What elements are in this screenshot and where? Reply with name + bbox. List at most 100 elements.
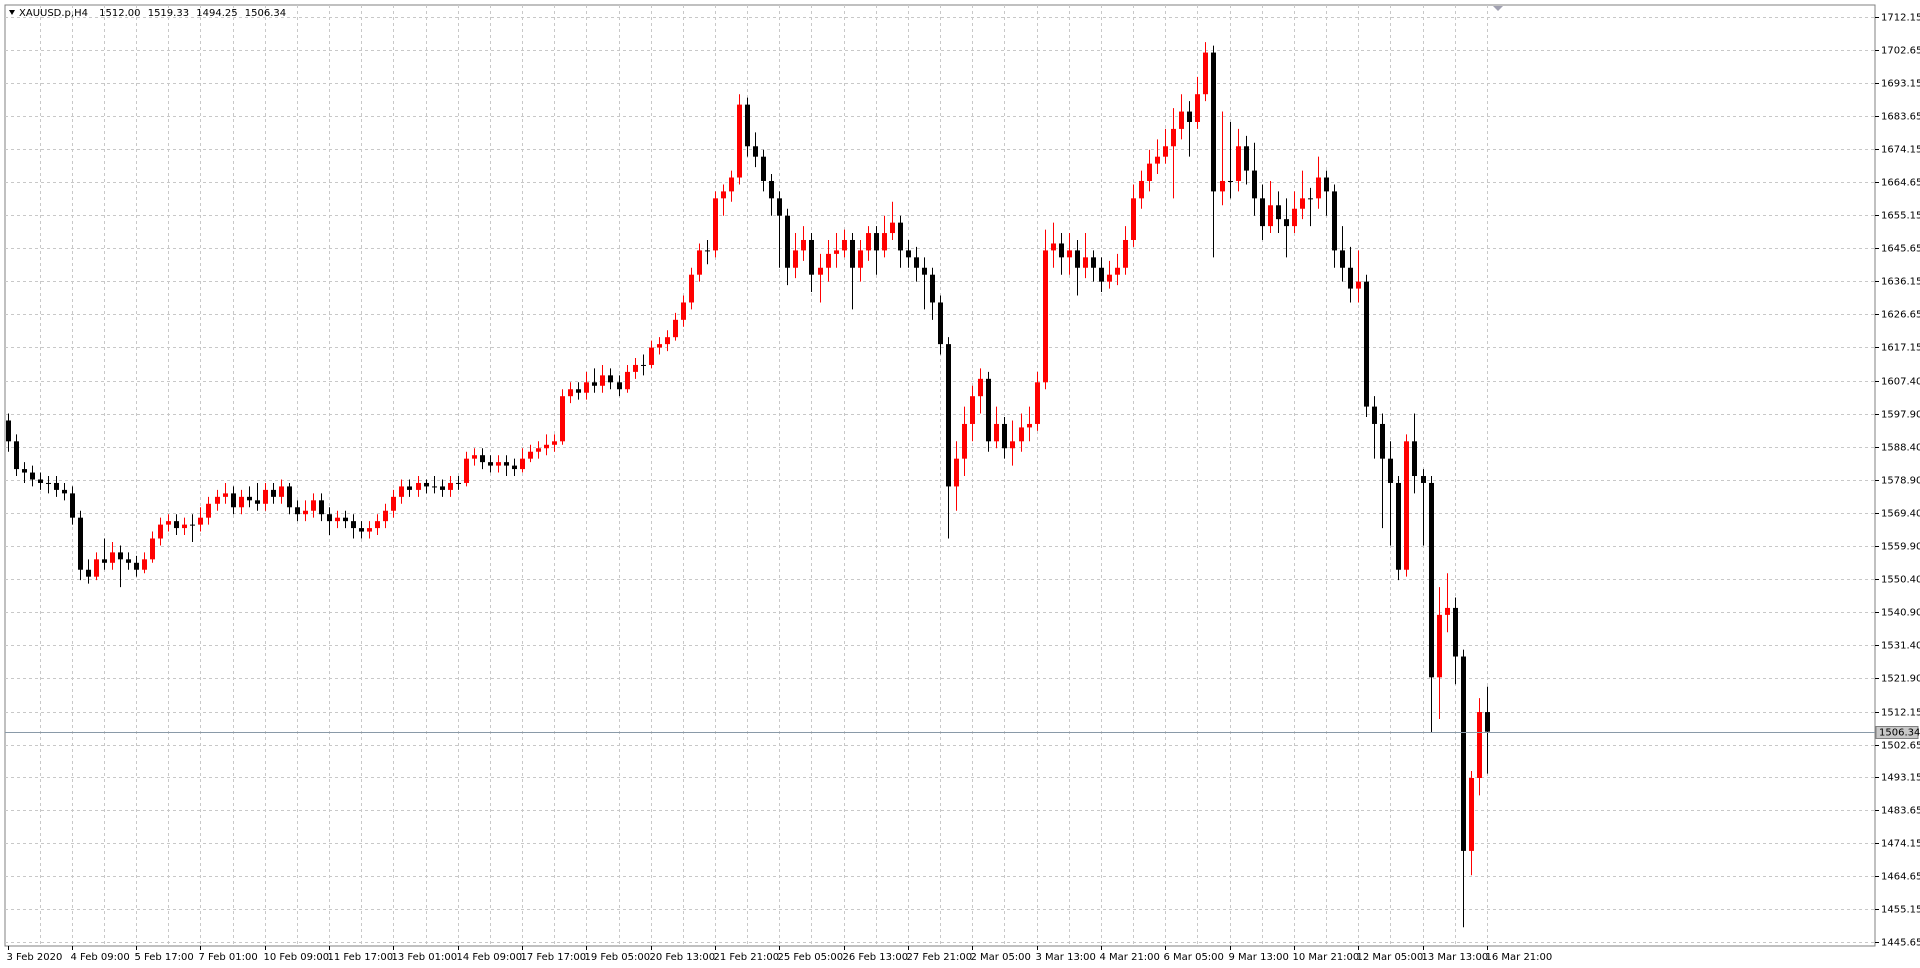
x-tick-label: 12 Mar 05:00 [1357, 952, 1424, 963]
candle-body [657, 344, 662, 348]
y-tick-label: 1569.40 [1881, 509, 1920, 520]
candle-body [1244, 146, 1249, 171]
candle-body [600, 375, 605, 386]
candle-body [713, 198, 718, 251]
candle-body [1445, 607, 1450, 615]
candle-body [78, 517, 83, 570]
candle-body [512, 465, 517, 470]
candle-body [938, 302, 943, 345]
candle-body [142, 559, 147, 570]
candle-body [231, 493, 236, 508]
candle-body [729, 177, 734, 192]
candle-body [102, 559, 107, 563]
candle-body [994, 423, 999, 442]
axes: 1712.15 1702.65 1693.15 1683.65 1674.15 1664.… [7, 13, 1920, 964]
candle-body [850, 239, 855, 268]
candle-body [978, 378, 983, 397]
candle-body [271, 489, 276, 497]
candle-body [1364, 281, 1369, 407]
y-tick-label: 1636.15 [1881, 277, 1920, 288]
candle-body [1228, 180, 1233, 182]
candle-body [1404, 441, 1409, 570]
candle-body [1211, 52, 1216, 192]
candle-body [359, 528, 364, 532]
candle-body [311, 500, 316, 511]
candle-body [1010, 441, 1015, 449]
candle-body [1027, 423, 1032, 428]
candle-body [1292, 208, 1297, 227]
y-tick-label: 1483.65 [1881, 806, 1920, 817]
y-tick-label: 1521.90 [1881, 674, 1920, 685]
candle-body [456, 482, 461, 484]
candle-body [1348, 267, 1353, 289]
y-tick-label: 1578.90 [1881, 476, 1920, 487]
candle-body [1421, 476, 1426, 483]
candle-body [818, 267, 823, 275]
candle-body [198, 517, 203, 525]
open-label: 1512.00 [99, 8, 140, 19]
candle-body [86, 569, 91, 577]
candle-body [1220, 180, 1225, 192]
candle-body [126, 559, 131, 563]
candle-body [1388, 458, 1393, 483]
y-tick-label: 1531.40 [1881, 641, 1920, 652]
candle-body [906, 250, 911, 258]
candle-body [496, 462, 501, 466]
candle-body [1067, 250, 1072, 258]
candle-body [1236, 146, 1241, 181]
x-tick-label: 10 Mar 21:00 [1293, 952, 1360, 963]
candle-body [424, 482, 429, 487]
shift-marker [1493, 6, 1503, 11]
candle-body [327, 514, 332, 522]
candle-body [697, 250, 702, 275]
y-tick-label: 1655.15 [1881, 211, 1920, 222]
x-tick-label: 7 Feb 01:00 [199, 952, 258, 963]
candle-body [777, 198, 782, 216]
candle-body [946, 344, 951, 487]
candle-body [1099, 267, 1104, 282]
candle-body [94, 559, 99, 577]
candle-body [335, 517, 340, 522]
y-tick-label: 1702.65 [1881, 46, 1920, 57]
y-tick-label: 1712.15 [1881, 13, 1920, 24]
candle-body [1123, 239, 1128, 268]
candle-body [1139, 180, 1144, 199]
y-tick-label: 1617.15 [1881, 343, 1920, 354]
x-tick-label: 5 Feb 17:00 [135, 952, 194, 963]
x-tick-label: 26 Feb 13:00 [843, 952, 909, 963]
x-tick-label: 27 Feb 21:00 [907, 952, 973, 963]
candle-body [1437, 614, 1442, 678]
candle-body [528, 451, 533, 459]
candle-body [970, 396, 975, 424]
candle-body [721, 191, 726, 199]
x-tick-label: 21 Feb 21:00 [714, 952, 780, 963]
candle-body [769, 180, 774, 199]
candle-body [1195, 94, 1200, 122]
candle-body [1131, 198, 1136, 240]
candle-body [1059, 243, 1064, 258]
candle-body [1356, 281, 1361, 289]
candle-body [295, 507, 300, 515]
candle-body [319, 500, 324, 515]
header-text: XAUUSD.p,H4 1512.00 1519.33 1494.25 1506… [19, 8, 286, 19]
grid [5, 5, 1875, 946]
candle-body [190, 524, 195, 526]
candle-body [1429, 482, 1434, 678]
y-tick-label: 1664.65 [1881, 178, 1920, 189]
candle-body [215, 496, 220, 504]
candle-body [544, 444, 549, 449]
candle-body [689, 274, 694, 303]
candle-body [247, 496, 252, 501]
candle-body [1308, 198, 1313, 200]
candle-body [1115, 267, 1120, 275]
candle-body [641, 364, 646, 366]
candle-body [1107, 274, 1112, 282]
candle-body [375, 521, 380, 529]
high-label: 1519.33 [148, 8, 189, 19]
candle-body [705, 250, 710, 252]
candle-body [552, 441, 557, 445]
candle-body [874, 233, 879, 251]
y-tick-label: 1493.15 [1881, 773, 1920, 784]
candle-body [134, 562, 139, 570]
candle-body [416, 482, 421, 490]
